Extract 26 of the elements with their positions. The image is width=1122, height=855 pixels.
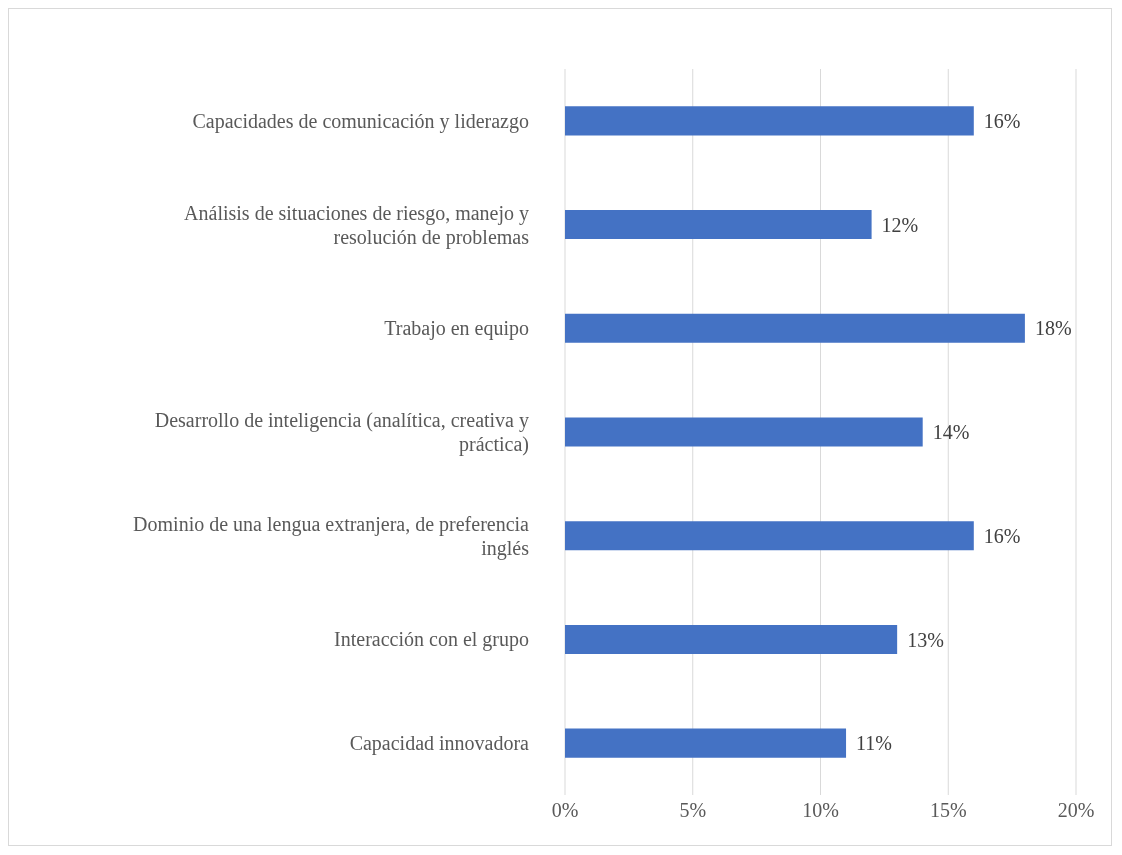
y-tick-label: Capacidades de comunicación y liderazgo	[192, 109, 529, 133]
data-label: 18%	[1034, 317, 1072, 340]
bar	[565, 313, 1025, 343]
y-tick-label: Interacción con el grupo	[334, 628, 529, 652]
x-tick-label: 5%	[679, 799, 707, 822]
data-label: 14%	[932, 421, 970, 444]
y-tick-label: Desarrollo de inteligencia (analítica, creativa y práctica)	[154, 409, 529, 456]
y-tick-label: Capacidad innovadora	[349, 732, 530, 756]
y-tick-label: Dominio de una lengua extranjera, de preferencia inglés	[133, 512, 530, 560]
data-label: 11%	[856, 732, 892, 755]
data-label: 16%	[983, 109, 1021, 132]
x-tick-label: 10%	[802, 799, 839, 822]
y-tick-label: Análisis de situaciones de riesgo, manejo y resolución de problemas	[184, 201, 530, 249]
bar	[565, 417, 923, 447]
data-label: 16%	[983, 524, 1021, 547]
y-tick-label: Trabajo en equipo	[384, 317, 529, 341]
bar	[565, 624, 898, 654]
data-label: 12%	[881, 213, 919, 236]
bar	[565, 521, 974, 551]
x-tick-label: 0%	[551, 799, 579, 822]
bar	[565, 210, 872, 240]
bar	[565, 728, 847, 758]
bar	[565, 106, 974, 136]
data-label: 13%	[907, 628, 944, 651]
x-tick-label: 15%	[929, 799, 967, 822]
x-tick-label: 20%	[1057, 799, 1095, 822]
